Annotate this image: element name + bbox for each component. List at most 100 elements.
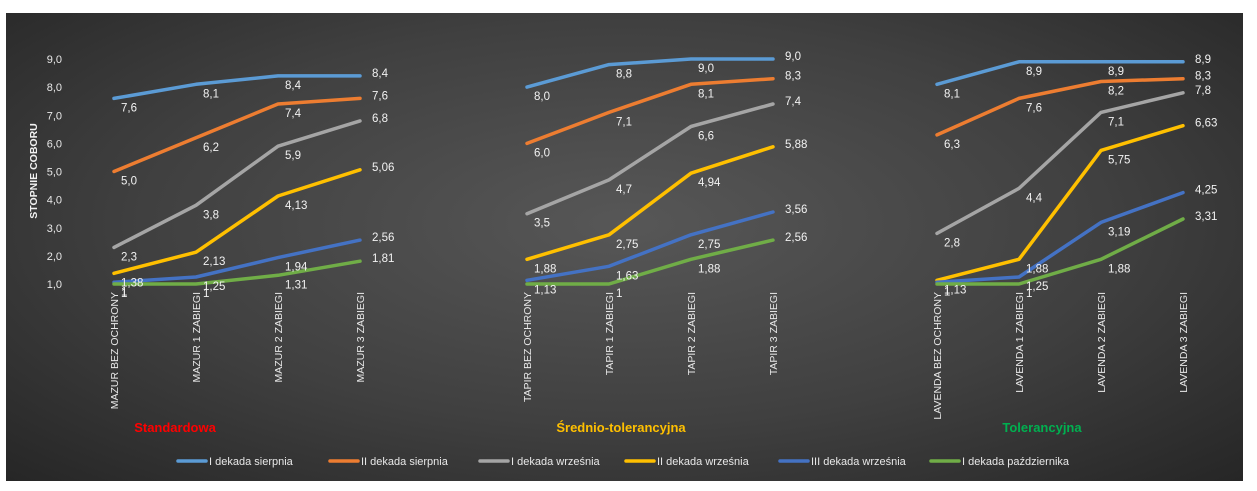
category-label: TAPIR BEZ OCHRONY [522, 292, 534, 402]
data-label: 8,9 [1026, 66, 1042, 78]
data-label: 6,6 [698, 131, 714, 143]
data-label: 8,9 [1108, 66, 1124, 78]
data-label: 1,81 [372, 253, 394, 265]
y-tick-label: 2,0 [47, 251, 62, 263]
data-label: 4,25 [1195, 185, 1217, 197]
data-label: 7,4 [785, 96, 802, 108]
data-label: 1,13 [534, 284, 556, 296]
series-line [935, 190, 1185, 285]
data-label: 8,4 [285, 80, 302, 92]
series-line [112, 74, 362, 101]
data-label: 3,31 [1195, 211, 1217, 223]
data-label: 7,6 [121, 102, 137, 114]
category-label: LAVENDA 1 ZABIEGI [1014, 292, 1026, 393]
category-label: TAPIR 2 ZABIEGI [686, 292, 698, 375]
y-tick-label: 9,0 [47, 54, 62, 66]
group-title: Tolerancyjna [1002, 420, 1082, 435]
data-label: 3,56 [785, 204, 807, 216]
legend-entry: I dekada października [962, 456, 1070, 468]
data-label: 1,94 [285, 262, 308, 274]
data-label: 1,38 [121, 277, 143, 289]
y-tick-label: 7,0 [47, 110, 62, 122]
data-label: 6,8 [372, 113, 388, 125]
legend-entry: II dekada sierpnia [361, 456, 449, 468]
data-label: 8,2 [1108, 86, 1124, 98]
data-label: 4,4 [1026, 192, 1043, 204]
data-label: 8,8 [616, 69, 632, 81]
series-line [112, 259, 362, 286]
data-label: 2,75 [616, 239, 638, 251]
data-label: 1,63 [616, 270, 638, 282]
data-label: 1 [203, 288, 209, 300]
legend-entry: I dekada sierpnia [209, 456, 294, 468]
series-line [935, 217, 1185, 286]
category-label: MAZUR 3 ZABIEGI [355, 292, 367, 382]
data-label: 1 [616, 288, 622, 300]
data-label: 7,6 [1026, 102, 1042, 114]
data-label: 8,1 [203, 88, 219, 100]
data-label: 5,0 [121, 176, 137, 188]
data-label: 4,13 [285, 200, 307, 212]
chart-area [6, 13, 1243, 481]
series-line [935, 76, 1185, 137]
data-label: 9,0 [698, 63, 714, 75]
data-label: 6,2 [203, 142, 219, 154]
y-tick-label: 6,0 [47, 138, 62, 150]
data-label: 8,1 [698, 88, 714, 100]
y-tick-label: 1,0 [47, 279, 62, 291]
data-label: 1,25 [1026, 281, 1048, 293]
series-line [935, 91, 1185, 236]
data-label: 1,88 [1108, 263, 1130, 275]
data-label: 2,13 [203, 256, 225, 268]
data-label: 6,0 [534, 147, 550, 159]
data-label: 1 [121, 286, 127, 298]
y-tick-label: 8,0 [47, 82, 62, 94]
data-label: 8,1 [944, 88, 960, 100]
data-label: 2,8 [944, 237, 960, 249]
data-label: 7,6 [372, 90, 388, 102]
data-label: 8,3 [785, 71, 801, 83]
data-label: 1 [121, 288, 127, 300]
group-title: Średnio-tolerancyjna [556, 420, 686, 435]
data-label: 5,06 [372, 162, 394, 174]
data-label: 1,13 [944, 284, 966, 296]
y-axis-label: STOPNIE COBORU [28, 123, 40, 218]
category-label: MAZUR 1 ZABIEGI [191, 292, 203, 382]
data-label: 2,3 [121, 251, 137, 263]
series-line [112, 168, 362, 276]
category-label: TAPIR 1 ZABIEGI [604, 292, 616, 375]
series-line [112, 238, 362, 285]
group-title: Standardowa [134, 420, 216, 435]
series-line [112, 119, 362, 250]
y-tick-label: 4,0 [47, 195, 62, 207]
data-label: 5,75 [1108, 154, 1130, 166]
series-line [525, 76, 775, 146]
category-label: LAVENDA 2 ZABIEGI [1096, 292, 1108, 393]
series-line [525, 102, 775, 216]
data-label: 1,88 [698, 263, 720, 275]
data-label: 7,4 [285, 108, 302, 120]
data-label: 7,1 [616, 116, 632, 128]
legend-entry: II dekada września [657, 456, 750, 468]
legend-entry: I dekada września [511, 456, 601, 468]
series-line [112, 96, 362, 174]
data-label: 2,75 [698, 239, 720, 251]
data-label: 8,9 [1195, 54, 1211, 66]
series-line [525, 57, 775, 89]
category-label: MAZUR BEZ OCHRONY [109, 292, 121, 409]
data-label: 1,25 [203, 281, 225, 293]
data-label: 4,94 [698, 177, 721, 189]
data-label: 1,31 [285, 279, 307, 291]
y-tick-label: 3,0 [47, 223, 62, 235]
data-label: 7,8 [1195, 85, 1211, 97]
category-label: MAZUR 2 ZABIEGI [273, 292, 285, 382]
series-line [525, 145, 775, 262]
series-line [935, 123, 1185, 283]
data-label: 3,19 [1108, 226, 1130, 238]
data-label: 2,56 [372, 232, 394, 244]
series-line [935, 60, 1185, 87]
data-label: 7,1 [1108, 116, 1124, 128]
series-line [525, 210, 775, 283]
data-label: 6,63 [1195, 118, 1217, 130]
